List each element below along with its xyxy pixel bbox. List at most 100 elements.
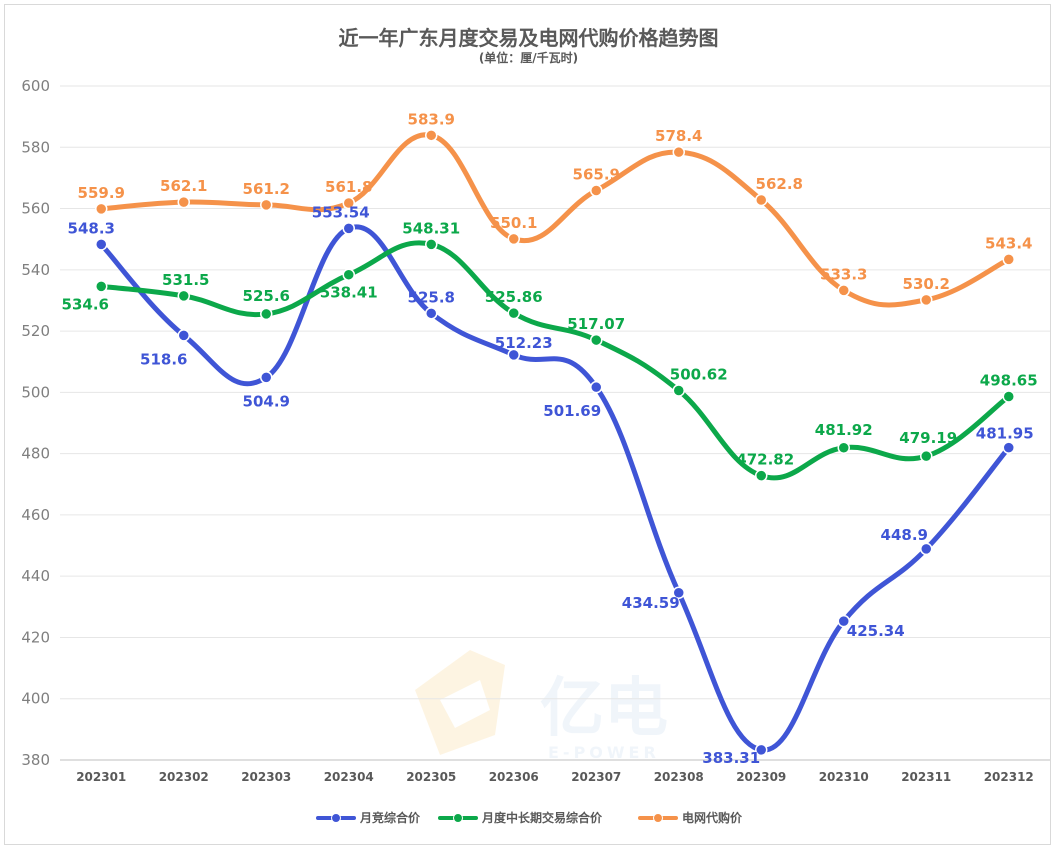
data-label: 548.31 bbox=[402, 219, 460, 237]
data-label: 578.4 bbox=[655, 127, 702, 145]
data-label: 561.8 bbox=[325, 178, 372, 196]
data-point bbox=[342, 268, 355, 281]
data-label: 561.2 bbox=[243, 180, 290, 198]
data-point bbox=[95, 202, 108, 216]
y-axis: 380 400 420 440 460 480 500 520 540 560 580 600 bbox=[21, 77, 50, 769]
data-label: 562.1 bbox=[160, 177, 207, 195]
watermark-logo: 亿电 E-POWER bbox=[415, 650, 668, 762]
data-point bbox=[837, 441, 850, 455]
y-tick-label: 600 bbox=[21, 77, 50, 95]
series-labels-0: 548.3 518.6 504.9 553.54 525.8 512.23 501.69 43… bbox=[68, 203, 1034, 767]
data-point bbox=[920, 542, 933, 556]
x-tick-label: 202309 bbox=[736, 770, 786, 784]
legend-item: 月竞综合价 bbox=[316, 810, 421, 825]
y-tick-label: 400 bbox=[21, 690, 50, 708]
chart-title: 近一年广东月度交易及电网代购价格趋势图 bbox=[338, 26, 719, 50]
legend-marker bbox=[331, 813, 341, 823]
data-label: 479.19 bbox=[899, 429, 957, 447]
data-label: 559.9 bbox=[78, 184, 125, 202]
y-tick-label: 560 bbox=[21, 200, 50, 218]
data-label: 448.9 bbox=[881, 526, 928, 544]
data-point bbox=[342, 222, 355, 235]
data-point bbox=[590, 333, 603, 347]
data-point bbox=[755, 193, 768, 207]
data-label: 383.31 bbox=[702, 749, 760, 767]
data-point bbox=[837, 614, 850, 628]
x-axis: 202301 202302 202303 202304 202305 202306 2023… bbox=[76, 770, 1034, 784]
data-label: 518.6 bbox=[140, 350, 187, 368]
data-point bbox=[507, 232, 520, 246]
data-point bbox=[177, 329, 190, 342]
data-point bbox=[837, 284, 850, 297]
x-tick-label: 202303 bbox=[241, 770, 291, 784]
x-tick-label: 202310 bbox=[819, 770, 869, 784]
data-label: 498.65 bbox=[980, 371, 1038, 389]
y-tick-label: 440 bbox=[21, 567, 50, 585]
x-tick-label: 202308 bbox=[654, 770, 704, 784]
data-label: 531.5 bbox=[162, 271, 209, 289]
data-label: 504.9 bbox=[243, 392, 290, 410]
x-tick-label: 202305 bbox=[406, 770, 456, 784]
data-point bbox=[1002, 390, 1015, 403]
data-label: 543.4 bbox=[985, 234, 1032, 252]
series-1 bbox=[95, 238, 1015, 482]
data-label: 501.69 bbox=[543, 402, 601, 420]
data-label: 530.2 bbox=[903, 275, 950, 293]
legend-item: 电网代购价 bbox=[638, 810, 743, 825]
data-point bbox=[672, 384, 685, 397]
svg-text:E-POWER: E-POWER bbox=[548, 743, 660, 762]
data-point bbox=[177, 195, 190, 209]
legend-marker bbox=[653, 813, 663, 823]
legend-item: 月度中长期交易综合价 bbox=[438, 810, 603, 825]
data-point bbox=[260, 198, 273, 212]
series-line bbox=[98, 132, 1012, 308]
data-label: 481.92 bbox=[815, 421, 873, 439]
x-tick-label: 202311 bbox=[901, 770, 951, 784]
data-point bbox=[425, 129, 438, 142]
data-label: 562.8 bbox=[756, 175, 803, 193]
data-point bbox=[425, 238, 438, 251]
data-point bbox=[507, 306, 520, 320]
data-label: 548.3 bbox=[68, 219, 115, 237]
data-label: 550.1 bbox=[490, 214, 537, 232]
y-tick-label: 380 bbox=[21, 751, 50, 769]
chart-subtitle: (单位：厘/千瓦时) bbox=[478, 51, 579, 65]
grid-lines bbox=[60, 85, 1050, 761]
data-label: 553.54 bbox=[312, 203, 370, 221]
data-point bbox=[507, 348, 520, 362]
data-point bbox=[260, 371, 273, 384]
data-label: 425.34 bbox=[847, 622, 905, 640]
series-2 bbox=[95, 129, 1015, 308]
y-tick-label: 460 bbox=[21, 506, 50, 524]
data-point bbox=[920, 449, 933, 463]
series-labels-1: 534.6 531.5 525.6 538.41 548.31 525.86 517.07 5… bbox=[62, 219, 1038, 468]
data-label: 472.82 bbox=[736, 451, 794, 469]
data-point bbox=[260, 307, 273, 321]
data-point bbox=[95, 238, 108, 251]
legend-label: 电网代购价 bbox=[682, 810, 743, 825]
x-tick-label: 202307 bbox=[571, 770, 621, 784]
data-point bbox=[342, 196, 355, 210]
data-point bbox=[920, 293, 933, 307]
y-tick-label: 520 bbox=[21, 322, 50, 340]
y-tick-label: 580 bbox=[21, 138, 50, 156]
data-label: 583.9 bbox=[408, 110, 455, 128]
data-label: 434.59 bbox=[622, 594, 680, 612]
svg-text:亿电: 亿电 bbox=[540, 672, 668, 746]
data-point bbox=[1002, 441, 1015, 454]
data-point bbox=[672, 145, 685, 159]
data-label: 481.95 bbox=[976, 425, 1034, 443]
data-point bbox=[672, 586, 685, 600]
series-labels-2: 559.9 562.1 561.2 561.8 583.9 550.1 565.9 578.4… bbox=[78, 110, 1033, 293]
x-tick-label: 202301 bbox=[76, 770, 126, 784]
data-point bbox=[95, 280, 108, 293]
chart-frame bbox=[4, 4, 1051, 845]
data-label: 533.3 bbox=[820, 265, 867, 283]
series-0 bbox=[95, 222, 1015, 757]
data-label: 525.6 bbox=[243, 287, 290, 305]
data-label: 538.41 bbox=[320, 284, 378, 302]
x-tick-label: 202304 bbox=[324, 770, 374, 784]
data-label: 512.23 bbox=[495, 334, 553, 352]
y-tick-label: 480 bbox=[21, 445, 50, 463]
